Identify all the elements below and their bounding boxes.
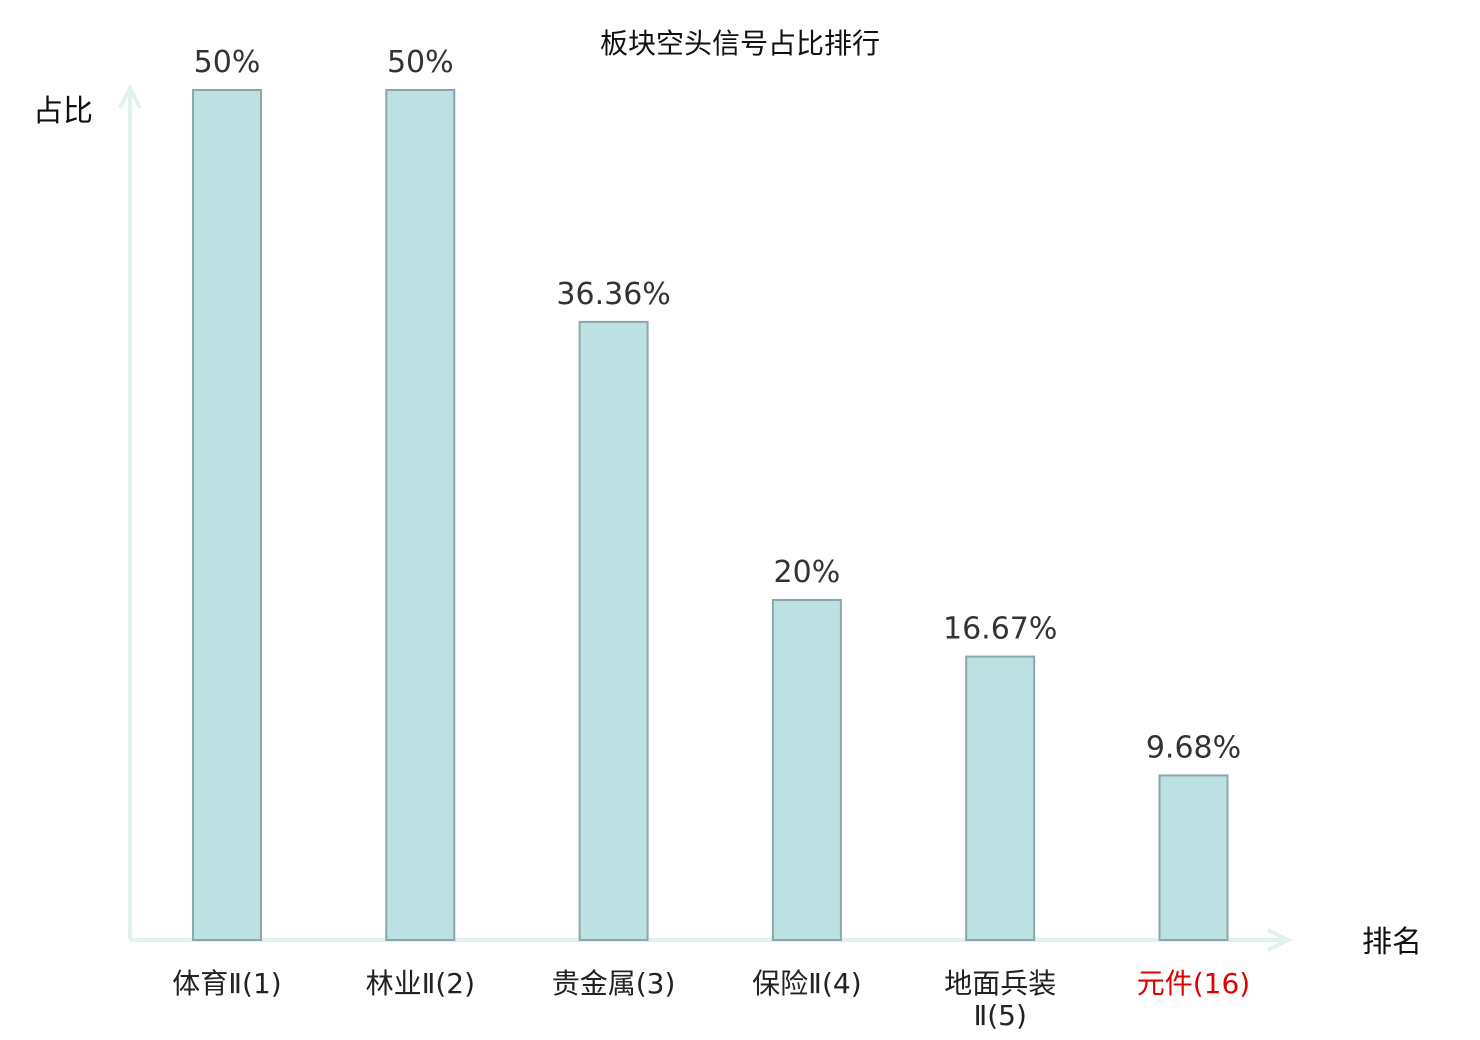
bar-2 [385,89,456,941]
value-label-5: 16.67% [943,612,1057,647]
value-label-1: 50% [194,45,261,80]
x-tick-label-4: 保险Ⅱ(4) [752,967,861,1000]
value-label-2: 50% [387,45,454,80]
x-tick-label-3: 贵金属(3) [552,967,676,1000]
x-axis-arrow [1267,928,1293,952]
bar-1 [192,89,262,941]
x-tick-label-2: 林业Ⅱ(2) [366,967,475,1000]
bar-6 [1158,774,1229,941]
y-axis-arrow [118,83,142,109]
bar-4 [771,599,842,941]
x-axis-title: 排名 [1362,925,1422,960]
value-labels: 50% 50% 36.36% 20% 16.67% 9.68% [194,45,1242,765]
x-tick-label-5: 地面兵装 Ⅱ(5) [944,967,1056,1032]
x-tick-labels: 体育Ⅱ(1) 林业Ⅱ(2) 贵金属(3) 保险Ⅱ(4) 地面兵装 Ⅱ(5) 元件(16) [172,967,1250,1032]
axes [118,83,1293,952]
value-label-6: 9.68% [1146,730,1241,765]
bar-3 [578,320,649,941]
bar-5 [965,655,1036,941]
value-label-4: 20% [774,555,841,590]
y-axis-title: 占比 [33,94,93,129]
x-tick-label-1: 体育Ⅱ(1) [172,967,281,1000]
bars [192,89,1229,941]
value-label-3: 36.36% [556,277,670,312]
x-tick-label-6: 元件(16) [1137,967,1250,1000]
chart-title: 板块空头信号占比排行 [600,27,880,60]
